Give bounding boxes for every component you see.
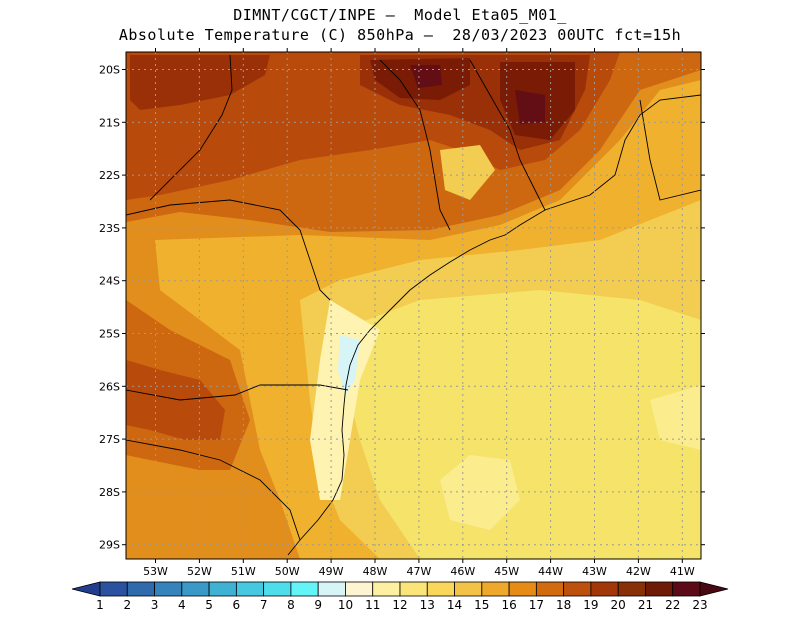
- colorbar-label: 19: [583, 598, 598, 612]
- colorbar-swatch: [208, 581, 237, 597]
- colorbar-label: 5: [205, 598, 213, 612]
- lon-label: 41W: [670, 565, 695, 578]
- colorbar-swatch: [590, 581, 619, 597]
- state-border-1: [126, 199, 331, 301]
- colorbar-swatch: [235, 581, 265, 597]
- field-band-23b: [515, 90, 545, 124]
- colorbar-swatch: [126, 581, 155, 597]
- colorbar-min-arrow: [71, 581, 101, 597]
- field-band-14: [440, 455, 520, 530]
- colorbar-label: 21: [638, 598, 653, 612]
- colorbar-label: 13: [420, 598, 435, 612]
- field-band-13: [310, 300, 380, 500]
- map-frame: [125, 51, 702, 560]
- state-border-7: [639, 99, 701, 201]
- colorbar-swatch: [399, 581, 428, 597]
- field-band-16-north: [440, 145, 495, 200]
- lon-label: 45W: [494, 565, 519, 578]
- lon-label: 49W: [319, 565, 344, 578]
- colorbar-swatch: [645, 581, 674, 597]
- lat-label: 27S: [99, 433, 120, 446]
- lat-label: 29S: [99, 539, 120, 552]
- lon-label: 52W: [187, 565, 212, 578]
- colorbar-label: 15: [474, 598, 489, 612]
- colorbar-swatch: [454, 581, 483, 597]
- lat-label: 22S: [99, 169, 120, 182]
- lon-label: 53W: [143, 565, 168, 578]
- colorbar-label: 7: [260, 598, 268, 612]
- colorbar-max-arrow: [699, 581, 729, 597]
- field-band-21: [130, 55, 270, 110]
- colorbar-swatch: [535, 581, 565, 597]
- colorbar-swatch: [372, 581, 401, 597]
- chart-title-line-2: Absolute Temperature (C) 850hPa – 28/03/…: [118, 26, 682, 44]
- lat-label: 26S: [99, 380, 120, 393]
- coastlines-and-borders: [126, 54, 701, 556]
- colorbar-label: 17: [529, 598, 544, 612]
- colorbar-label: 16: [501, 598, 516, 612]
- colorbar-label: 4: [178, 598, 186, 612]
- colorbar-swatch: [426, 581, 455, 597]
- colorbar-label: 22: [665, 598, 680, 612]
- lon-label: 46W: [450, 565, 475, 578]
- longitude-axis: 53W 52W 51W 50W 49W 48W 47W 46W 45W 44W 43W 42W 41W: [143, 48, 695, 578]
- lat-label: 21S: [99, 116, 120, 129]
- colorbar-label: 2: [123, 598, 131, 612]
- colorbar-swatch: [345, 581, 374, 597]
- latitude-axis: 20S 21S 22S 23S 24S 25S 26S 27S 28S 29S: [99, 64, 705, 552]
- colorbar-swatch: [154, 581, 183, 597]
- colorbar-swatch: [99, 581, 128, 597]
- lat-label: 23S: [99, 222, 120, 235]
- colorbar-swatch: [508, 581, 537, 597]
- state-border-6: [469, 59, 546, 211]
- colorbar-label: 6: [233, 598, 241, 612]
- colorbar: 1 2 3 4 5 6 7 8 9 10 11 12 13 14 15 16 17 18 19 20 21 22 23: [71, 581, 729, 612]
- chart-title-line-1: DIMNT/CGCT/INPE – Model Eta05_M01_: [233, 6, 567, 24]
- lon-label: 48W: [363, 565, 388, 578]
- colorbar-label: 14: [447, 598, 462, 612]
- colorbar-label: 23: [692, 598, 707, 612]
- field-band-12: [338, 335, 360, 395]
- colorbar-swatch: [617, 581, 646, 597]
- colorbar-label: 10: [338, 598, 353, 612]
- field-band-15: [340, 290, 701, 559]
- state-border-5: [126, 439, 301, 541]
- lon-label: 47W: [406, 565, 431, 578]
- coastline: [287, 94, 701, 556]
- field-band-20-west: [126, 360, 225, 440]
- lon-label: 44W: [538, 565, 563, 578]
- lat-label: 28S: [99, 486, 120, 499]
- lon-label: 43W: [582, 565, 607, 578]
- colorbar-label: 11: [365, 598, 380, 612]
- colorbar-swatch: [317, 581, 346, 597]
- lon-label: 42W: [626, 565, 651, 578]
- temperature-field: [126, 52, 701, 559]
- colorbar-swatch: [563, 581, 592, 597]
- state-border-3: [379, 59, 451, 231]
- gridlines: [126, 52, 701, 559]
- field-band-23: [410, 65, 442, 88]
- colorbar-label: 12: [392, 598, 407, 612]
- colorbar-label: 20: [611, 598, 626, 612]
- colorbar-swatch: [481, 581, 510, 597]
- lat-label: 24S: [99, 275, 120, 288]
- colorbar-swatch: [263, 581, 292, 597]
- colorbar-label: 9: [314, 598, 322, 612]
- colorbar-label: 8: [287, 598, 295, 612]
- colorbar-swatch: [672, 581, 701, 597]
- colorbar-label: 3: [151, 598, 159, 612]
- colorbar-swatch: [290, 581, 319, 597]
- colorbar-label: 18: [556, 598, 571, 612]
- lat-label: 20S: [99, 64, 120, 77]
- lat-label: 25S: [99, 328, 120, 341]
- field-band-14b: [650, 385, 701, 450]
- lon-label: 50W: [275, 565, 300, 578]
- colorbar-label: 1: [96, 598, 104, 612]
- colorbar-swatch: [181, 581, 210, 597]
- lon-label: 51W: [231, 565, 256, 578]
- state-border-2: [149, 54, 233, 201]
